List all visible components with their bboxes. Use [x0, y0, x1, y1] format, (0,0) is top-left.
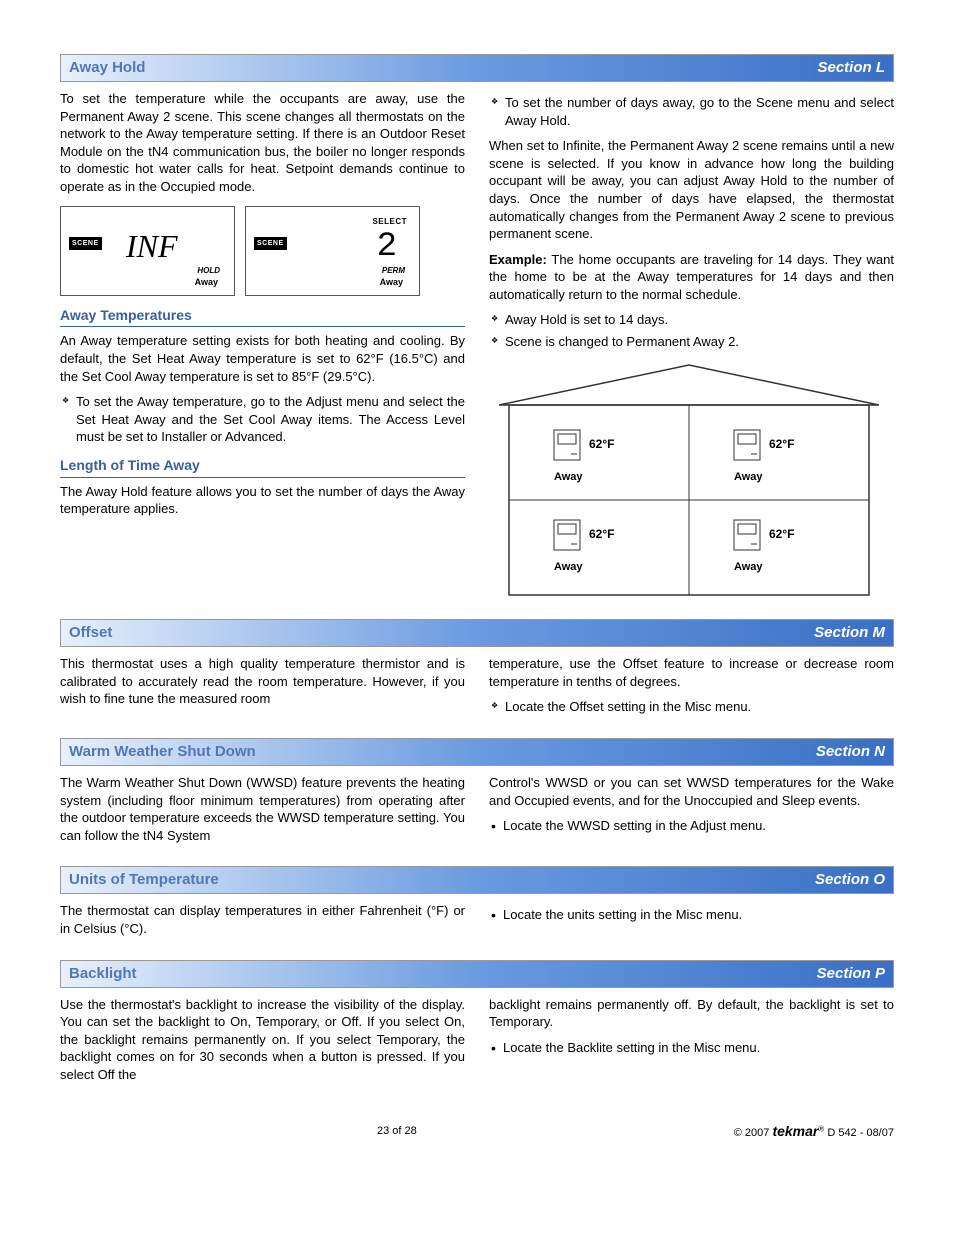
bullet-item: Locate the Backlite setting in the Misc … [489, 1039, 894, 1057]
offset-right: temperature, use the Offset feature to i… [489, 655, 894, 690]
example-label: Example: [489, 252, 547, 267]
lcd-big-value: 2 [377, 225, 399, 271]
away-hold-left: To set the temperature while the occupan… [60, 90, 465, 605]
section-title: Away Hold [69, 58, 145, 78]
copyright: © 2007 [734, 1127, 773, 1139]
room-temp: 62°F [769, 437, 794, 451]
section-label: Section M [814, 623, 885, 643]
lcd-2: SCENE SELECT 2 PERM Away [245, 206, 420, 296]
room-3: 62°F Away [554, 520, 614, 573]
lcd-line1: PERM [382, 266, 405, 277]
sub-heading-length: Length of Time Away [60, 456, 465, 478]
backlight-right: backlight remains permanently off. By de… [489, 996, 894, 1031]
bullet-item: To set the Away temperature, go to the A… [60, 393, 465, 446]
backlight-columns: Use the thermostat's backlight to increa… [60, 996, 894, 1092]
bullet-item: Away Hold is set to 14 days. [489, 311, 894, 329]
room-1: 62°F Away [554, 430, 614, 483]
away-temps-bullets: To set the Away temperature, go to the A… [60, 393, 465, 446]
bullet-item: Locate the units setting in the Misc men… [489, 906, 894, 924]
offset-left: This thermostat uses a high quality temp… [60, 655, 465, 708]
lcd-big-value: INF [126, 225, 178, 268]
section-header-away-hold: Away Hold Section L [60, 54, 894, 82]
section-header-units: Units of Temperature Section O [60, 866, 894, 894]
lcd-displays: SCENE INF HOLD Away SCENE SELECT 2 PERM … [60, 206, 465, 296]
doc-id: D 542 - 08/07 [824, 1127, 894, 1139]
away-hold-right: To set the number of days away, go to th… [489, 90, 894, 605]
room-label: Away [554, 471, 583, 483]
bullet-item: Scene is changed to Permanent Away 2. [489, 333, 894, 351]
room-label: Away [734, 471, 763, 483]
lcd-line1: HOLD [197, 266, 220, 277]
section-label: Section P [817, 964, 885, 984]
section-label: Section N [816, 742, 885, 762]
section-title: Backlight [69, 964, 137, 984]
bullet-item: Locate the Offset setting in the Misc me… [489, 698, 894, 716]
length-para: The Away Hold feature allows you to set … [60, 483, 465, 518]
lcd-scene-badge: SCENE [254, 237, 287, 250]
page-footer: 23 of 28 © 2007 tekmar® D 542 - 08/07 [60, 1122, 894, 1141]
lcd-1: SCENE INF HOLD Away [60, 206, 235, 296]
section-label: Section O [815, 870, 885, 890]
room-temp: 62°F [589, 527, 614, 541]
sub-heading-away-temps: Away Temperatures [60, 306, 465, 328]
units-columns: The thermostat can display temperatures … [60, 902, 894, 945]
away-temps-para: An Away temperature setting exists for b… [60, 332, 465, 385]
example-bullets: Away Hold is set to 14 days. Scene is ch… [489, 311, 894, 350]
example-text: The home occupants are traveling for 14 … [489, 252, 894, 302]
backlight-left: Use the thermostat's backlight to increa… [60, 996, 465, 1084]
section-title: Warm Weather Shut Down [69, 742, 256, 762]
section-header-wwsd: Warm Weather Shut Down Section N [60, 738, 894, 766]
footer-right: © 2007 tekmar® D 542 - 08/07 [734, 1122, 894, 1141]
section-title: Offset [69, 623, 112, 643]
example-para: Example: The home occupants are travelin… [489, 251, 894, 304]
brand-name: tekmar [772, 1123, 818, 1139]
wwsd-columns: The Warm Weather Shut Down (WWSD) featur… [60, 774, 894, 852]
room-2: 62°F Away [734, 430, 794, 483]
wwsd-right: Control's WWSD or you can set WWSD tempe… [489, 774, 894, 809]
room-label: Away [734, 561, 763, 573]
wwsd-left: The Warm Weather Shut Down (WWSD) featur… [60, 774, 465, 844]
right-para: When set to Infinite, the Permanent Away… [489, 137, 894, 242]
room-label: Away [554, 561, 583, 573]
room-4: 62°F Away [734, 520, 794, 573]
section-header-backlight: Backlight Section P [60, 960, 894, 988]
bullet-item: Locate the WWSD setting in the Adjust me… [489, 817, 894, 835]
right-intro-bullets: To set the number of days away, go to th… [489, 94, 894, 129]
section-title: Units of Temperature [69, 870, 219, 890]
room-temp: 62°F [589, 437, 614, 451]
away-hold-intro: To set the temperature while the occupan… [60, 90, 465, 195]
units-left: The thermostat can display temperatures … [60, 902, 465, 937]
away-hold-columns: To set the temperature while the occupan… [60, 90, 894, 605]
lcd-scene-badge: SCENE [69, 237, 102, 250]
house-svg: 62°F Away 62°F Away 62°F Away [489, 360, 889, 600]
lcd-line2: Away [380, 276, 403, 288]
section-label: Section L [817, 58, 885, 78]
house-diagram: 62°F Away 62°F Away 62°F Away [489, 360, 894, 605]
offset-columns: This thermostat uses a high quality temp… [60, 655, 894, 724]
section-header-offset: Offset Section M [60, 619, 894, 647]
bullet-item: To set the number of days away, go to th… [489, 94, 894, 129]
page-number: 23 of 28 [377, 1124, 417, 1139]
lcd-line2: Away [195, 276, 218, 288]
room-temp: 62°F [769, 527, 794, 541]
